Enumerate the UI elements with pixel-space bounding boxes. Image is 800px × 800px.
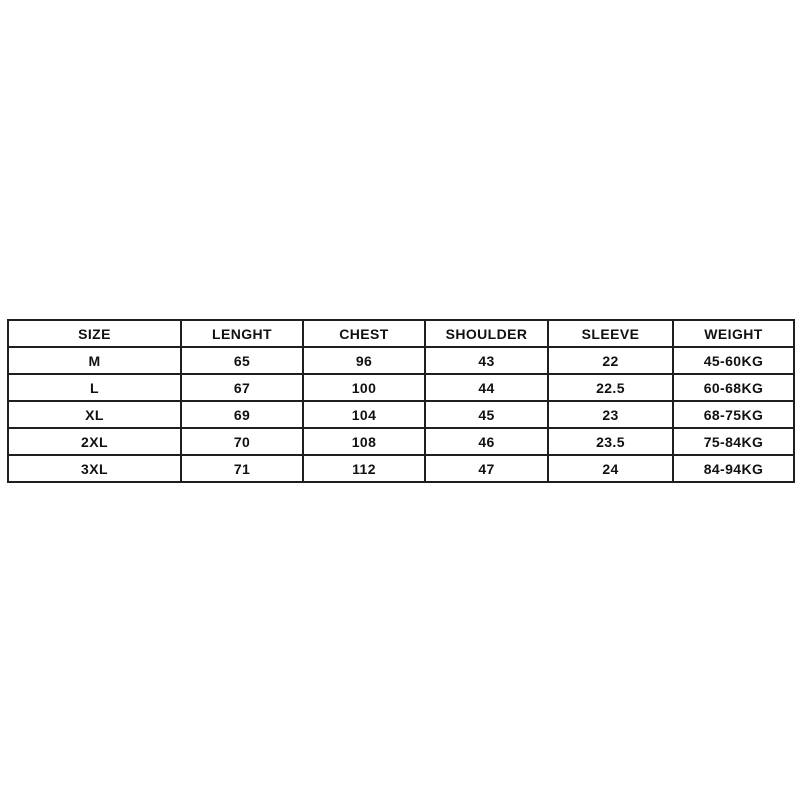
table-row: L 67 100 44 22.5 60-68KG — [7, 373, 795, 402]
table-row: 3XL 71 112 47 24 84-94KG — [7, 454, 795, 483]
column-header: CHEST — [302, 319, 426, 348]
table-cell: 22.5 — [547, 373, 674, 402]
table-cell: 104 — [302, 400, 426, 429]
table-cell: 84-94KG — [672, 454, 795, 483]
table-cell: 65 — [180, 346, 304, 375]
table-cell: 45-60KG — [672, 346, 795, 375]
table-cell: 75-84KG — [672, 427, 795, 456]
table-cell: 68-75KG — [672, 400, 795, 429]
table-cell: 23 — [547, 400, 674, 429]
table-cell: 71 — [180, 454, 304, 483]
table-cell: 108 — [302, 427, 426, 456]
table-cell: 100 — [302, 373, 426, 402]
size-chart-table: SIZE LENGHT CHEST SHOULDER SLEEVE WEIGHT M 65 9… — [7, 319, 795, 483]
size-label-cell: 2XL — [7, 427, 182, 456]
size-label-cell: XL — [7, 400, 182, 429]
table-cell: 96 — [302, 346, 426, 375]
column-header: LENGHT — [180, 319, 304, 348]
table-cell: 24 — [547, 454, 674, 483]
table-cell: 70 — [180, 427, 304, 456]
table-row: M 65 96 43 22 45-60KG — [7, 346, 795, 375]
table-cell: 23.5 — [547, 427, 674, 456]
table-row: XL 69 104 45 23 68-75KG — [7, 400, 795, 429]
column-header: WEIGHT — [672, 319, 795, 348]
column-header: SHOULDER — [424, 319, 549, 348]
table-body: M 65 96 43 22 45-60KG L 67 100 44 22.5 60-68KG XL 69 1… — [7, 346, 795, 483]
table-cell: 45 — [424, 400, 549, 429]
table-cell: 47 — [424, 454, 549, 483]
table-cell: 22 — [547, 346, 674, 375]
size-label-cell: L — [7, 373, 182, 402]
header-row: SIZE LENGHT CHEST SHOULDER SLEEVE WEIGHT — [7, 319, 795, 348]
column-header: SLEEVE — [547, 319, 674, 348]
size-label-cell: M — [7, 346, 182, 375]
column-header: SIZE — [7, 319, 182, 348]
table-cell: 60-68KG — [672, 373, 795, 402]
table-cell: 46 — [424, 427, 549, 456]
table-cell: 112 — [302, 454, 426, 483]
table-row: 2XL 70 108 46 23.5 75-84KG — [7, 427, 795, 456]
table-cell: 43 — [424, 346, 549, 375]
size-label-cell: 3XL — [7, 454, 182, 483]
table-cell: 44 — [424, 373, 549, 402]
table-cell: 69 — [180, 400, 304, 429]
table-cell: 67 — [180, 373, 304, 402]
